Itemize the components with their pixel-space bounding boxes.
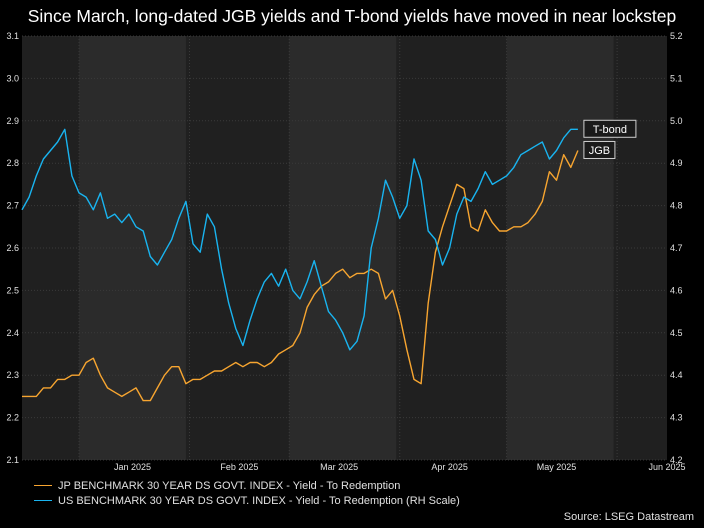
x-tick-label: May 2025	[537, 462, 577, 472]
legend-swatch-tbond	[34, 500, 52, 501]
series-annotations: JGB T-bond	[583, 119, 637, 159]
right-tick-label: 4.3	[670, 413, 683, 423]
right-tick-label: 5.2	[670, 31, 683, 41]
left-tick-label: 2.7	[6, 201, 19, 211]
right-tick-label: 4.5	[670, 328, 683, 338]
legend-item-tbond: US BENCHMARK 30 YEAR DS GOVT. INDEX - Yi…	[34, 493, 460, 508]
left-tick-label: 2.6	[6, 243, 19, 253]
right-tick-label: 4.4	[670, 370, 683, 380]
right-tick-label: 4.2	[670, 455, 683, 465]
x-tick-label: Jan 2025	[114, 462, 151, 472]
right-tick-label: 5.1	[670, 73, 683, 83]
left-tick-label: 3.0	[6, 73, 19, 83]
right-tick-label: 4.7	[670, 243, 683, 253]
annotation-label-tbond: T-bond	[593, 124, 627, 136]
x-tick-label: Feb 2025	[220, 462, 258, 472]
left-tick-label: 2.9	[6, 116, 19, 126]
legend-label-tbond: US BENCHMARK 30 YEAR DS GOVT. INDEX - Yi…	[58, 494, 460, 507]
month-band	[289, 36, 397, 460]
source-note: Source: LSEG Datastream	[563, 511, 694, 523]
legend: JP BENCHMARK 30 YEAR DS GOVT. INDEX - Yi…	[34, 478, 460, 508]
series-line-tbond	[21, 128, 578, 351]
left-tick-label: 2.5	[6, 285, 19, 295]
legend-item-jgb: JP BENCHMARK 30 YEAR DS GOVT. INDEX - Yi…	[34, 478, 460, 493]
left-tick-label: 2.4	[6, 328, 19, 338]
right-axis-ticks: 4.2 4.3 4.4 4.5 4.6 4.7 4.8 4.9 5.0 5.1 5.2	[670, 31, 683, 465]
annotation-box-jgb	[583, 140, 616, 159]
series-lines	[21, 128, 579, 402]
legend-label-jgb: JP BENCHMARK 30 YEAR DS GOVT. INDEX - Yi…	[58, 479, 401, 492]
right-tick-label: 4.6	[670, 285, 683, 295]
left-tick-label: 3.1	[6, 31, 19, 41]
series-line-jgb	[22, 150, 579, 402]
right-tick-label: 5.0	[670, 116, 683, 126]
right-tick-label: 4.8	[670, 201, 683, 211]
x-tick-label: Apr 2025	[431, 462, 468, 472]
annotation-box-tbond	[583, 119, 637, 138]
gridlines	[22, 35, 667, 461]
x-tick-label: Mar 2025	[320, 462, 358, 472]
right-tick-label: 4.9	[670, 158, 683, 168]
month-band	[506, 36, 614, 460]
x-axis-ticks: Jan 2025 Feb 2025 Mar 2025 Apr 2025 May 2025…	[114, 462, 686, 472]
left-tick-label: 2.1	[6, 455, 19, 465]
x-tick-label: Jun 2025	[648, 462, 685, 472]
left-tick-label: 2.8	[6, 158, 19, 168]
left-tick-label: 2.2	[6, 413, 19, 423]
left-tick-label: 2.3	[6, 370, 19, 380]
chart-title: Since March, long-dated JGB yields and T…	[27, 6, 677, 26]
annotation-label-jgb: JGB	[589, 145, 610, 157]
left-axis-ticks: 2.1 2.2 2.3 2.4 2.5 2.6 2.7 2.8 2.9 3.0 3.1	[6, 31, 19, 465]
legend-swatch-jgb	[34, 485, 52, 486]
